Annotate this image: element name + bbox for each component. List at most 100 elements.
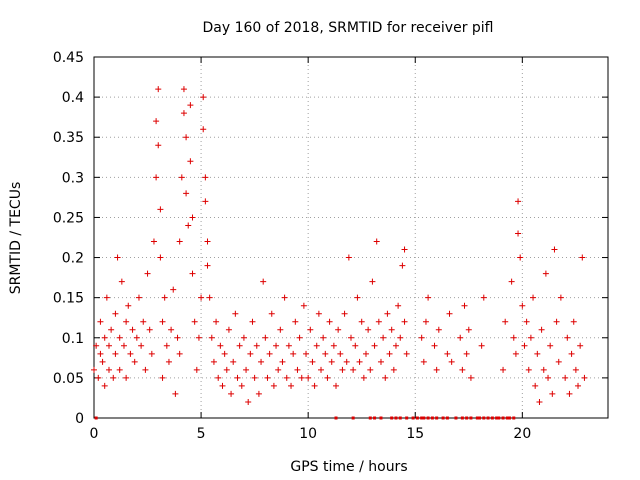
- data-point: [335, 326, 342, 333]
- zero-data-point: [475, 416, 479, 420]
- data-point: [459, 366, 466, 373]
- data-point: [538, 326, 545, 333]
- data-point: [356, 358, 363, 365]
- zero-data-point: [390, 416, 394, 420]
- data-point: [579, 254, 586, 261]
- data-point: [93, 342, 100, 349]
- zero-data-point: [351, 416, 355, 420]
- data-point: [467, 374, 474, 381]
- data-point: [444, 350, 451, 357]
- data-point: [273, 342, 280, 349]
- data-point: [108, 326, 115, 333]
- data-point: [204, 262, 211, 269]
- zero-data-point: [486, 416, 490, 420]
- data-point: [547, 342, 554, 349]
- data-point: [200, 126, 207, 133]
- data-point: [322, 350, 329, 357]
- zero-data-point: [495, 416, 499, 420]
- data-point: [502, 318, 509, 325]
- zero-data-point: [505, 416, 509, 420]
- data-point: [277, 326, 284, 333]
- data-point: [457, 334, 464, 341]
- data-point: [375, 318, 382, 325]
- data-point: [223, 366, 230, 373]
- data-point: [307, 326, 314, 333]
- data-point: [200, 94, 207, 101]
- data-point: [478, 342, 485, 349]
- data-point: [97, 350, 104, 357]
- zero-data-point: [478, 416, 481, 420]
- data-point: [534, 350, 541, 357]
- data-point: [328, 358, 335, 365]
- data-point: [243, 366, 250, 373]
- data-point: [157, 206, 164, 213]
- data-point: [159, 374, 166, 381]
- data-point: [294, 366, 301, 373]
- chart-title: Day 160 of 2018, SRMTID for receiver pif…: [202, 20, 493, 36]
- data-point: [551, 246, 558, 253]
- data-point: [480, 294, 487, 301]
- data-point: [230, 358, 237, 365]
- data-point: [180, 110, 187, 117]
- data-point: [251, 374, 258, 381]
- data-point: [527, 334, 534, 341]
- x-tick-label: 15: [406, 426, 424, 442]
- zero-data-point: [422, 416, 426, 420]
- zero-data-point: [482, 416, 486, 420]
- data-point: [185, 222, 192, 229]
- data-point: [362, 350, 369, 357]
- data-point: [542, 270, 549, 277]
- data-point: [118, 278, 125, 285]
- zero-data-point: [405, 416, 409, 420]
- data-point: [105, 366, 112, 373]
- data-point: [258, 358, 265, 365]
- data-point: [168, 326, 175, 333]
- data-point: [236, 342, 243, 349]
- data-point: [352, 342, 359, 349]
- data-point: [116, 334, 123, 341]
- data-point: [202, 198, 209, 205]
- data-point: [225, 326, 232, 333]
- data-point: [189, 214, 196, 221]
- data-point: [206, 294, 213, 301]
- data-point: [238, 382, 245, 389]
- data-point: [178, 174, 185, 181]
- data-point: [575, 382, 582, 389]
- data-point: [283, 374, 290, 381]
- y-tick-label: 0.45: [53, 50, 84, 66]
- data-point: [367, 366, 374, 373]
- x-tick-layer: 0 5 10 15 20: [90, 57, 531, 442]
- data-point: [570, 318, 577, 325]
- data-point: [510, 334, 517, 341]
- y-tick-label: 0.4: [62, 90, 84, 106]
- data-point: [123, 374, 130, 381]
- data-point: [298, 374, 305, 381]
- data-point: [140, 318, 147, 325]
- data-point: [187, 102, 194, 109]
- data-point: [392, 342, 399, 349]
- data-point: [127, 350, 134, 357]
- data-point: [97, 318, 104, 325]
- data-point: [202, 174, 209, 181]
- data-point: [292, 318, 299, 325]
- data-point: [148, 350, 155, 357]
- data-point: [568, 350, 575, 357]
- zero-data-point: [394, 416, 398, 420]
- grid-layer: [94, 57, 608, 418]
- data-point: [305, 374, 312, 381]
- data-point: [435, 326, 442, 333]
- x-tick-label: 10: [299, 426, 317, 442]
- data-point: [465, 326, 472, 333]
- data-point: [213, 318, 220, 325]
- data-point: [110, 374, 117, 381]
- data-point: [564, 334, 571, 341]
- data-point: [210, 358, 217, 365]
- data-point: [420, 358, 427, 365]
- data-point: [365, 326, 372, 333]
- data-point: [446, 310, 453, 317]
- zero-data-point: [435, 416, 439, 420]
- data-point: [217, 342, 224, 349]
- y-tick-label: 0.05: [53, 371, 84, 387]
- data-point: [562, 374, 569, 381]
- zero-data-point: [497, 416, 501, 420]
